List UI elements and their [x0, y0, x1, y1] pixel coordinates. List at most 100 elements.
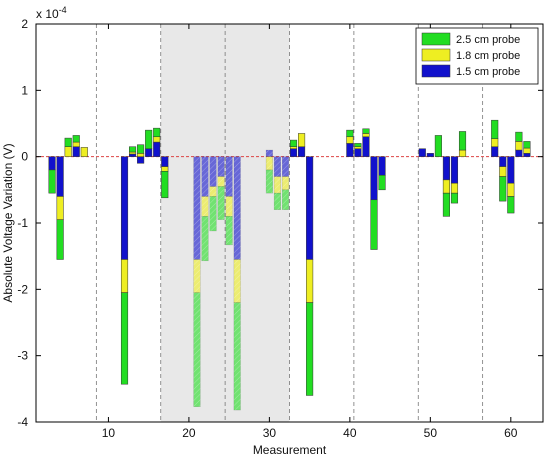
- bar-segment: [80, 147, 88, 157]
- bar-segment: [523, 147, 531, 154]
- bar-hatch: [282, 176, 289, 190]
- y-exponent-power: -4: [59, 5, 67, 15]
- bar-segment: [378, 156, 386, 176]
- bar-segment: [354, 146, 362, 149]
- bar-segment: [56, 219, 64, 260]
- bar-segment: [64, 146, 72, 157]
- x-tick-label: 10: [102, 426, 116, 440]
- bar-segment: [72, 135, 80, 143]
- bar-hatch: [209, 156, 217, 187]
- bar-segment: [289, 146, 298, 149]
- bar-hatch: [282, 189, 289, 210]
- bar-segment: [491, 146, 499, 157]
- bar-segment: [523, 141, 531, 149]
- bar-segment: [370, 199, 378, 250]
- bar-hatch: [217, 156, 225, 177]
- x-tick-label: 20: [182, 426, 196, 440]
- bar-segment: [306, 302, 314, 396]
- bar-hatch: [217, 176, 225, 187]
- bar-hatch: [266, 150, 273, 157]
- bar-segment: [418, 148, 426, 157]
- bar-segment: [450, 156, 459, 184]
- bar-segment: [442, 156, 450, 181]
- bar-segment: [499, 156, 507, 167]
- bar-segment: [137, 156, 145, 164]
- legend-swatch: [421, 48, 451, 62]
- bar-segment: [434, 135, 442, 157]
- y-tick-label: -1: [17, 216, 28, 230]
- bar-segment: [499, 176, 507, 202]
- bar-segment: [145, 148, 153, 157]
- y-tick-label: 1: [21, 83, 28, 97]
- bar-segment: [458, 149, 467, 157]
- bar-segment: [362, 128, 370, 134]
- y-exponent-base: x 10: [36, 7, 59, 21]
- bar-hatch: [217, 186, 225, 220]
- y-tick-label: 0: [21, 150, 28, 164]
- bars-layer: [48, 119, 531, 411]
- bar-segment: [64, 137, 72, 147]
- bar-segment: [298, 146, 306, 157]
- bar-segment: [515, 149, 523, 157]
- bar-hatch: [225, 216, 233, 245]
- bar-segment: [129, 146, 137, 153]
- legend-label: 1.8 cm probe: [456, 50, 520, 62]
- bar-segment: [72, 146, 80, 157]
- bar-segment: [523, 153, 531, 157]
- bar-segment: [507, 156, 515, 184]
- bar-segment: [161, 156, 169, 167]
- bar-hatch: [201, 196, 209, 217]
- bar-hatch: [225, 156, 233, 197]
- bar-segment: [48, 169, 56, 194]
- bar-segment: [354, 148, 362, 157]
- legend-label: 2.5 cm probe: [456, 34, 520, 46]
- bar-segment: [362, 136, 370, 157]
- bar-hatch: [274, 156, 281, 177]
- bar-segment: [515, 141, 523, 151]
- x-axis-label: Measurement: [253, 443, 327, 457]
- bar-segment: [507, 196, 515, 214]
- bar-hatch: [233, 259, 241, 303]
- bar-segment: [499, 166, 507, 177]
- bar-hatch: [193, 292, 201, 407]
- bar-segment: [161, 171, 169, 199]
- bar-hatch: [201, 156, 209, 197]
- y-exponent-label: x 10-4: [36, 5, 67, 21]
- bar-segment: [153, 136, 161, 143]
- divider-lines-layer: [95, 24, 484, 422]
- bar-segment: [346, 136, 354, 144]
- bar-hatch: [209, 196, 217, 231]
- bar-hatch: [209, 186, 217, 197]
- bar-segment: [137, 153, 145, 157]
- bar-segment: [378, 174, 386, 191]
- bar-segment: [362, 133, 370, 138]
- y-tick-label: -4: [17, 415, 28, 429]
- bar-segment: [306, 259, 314, 303]
- bar-segment: [442, 192, 450, 217]
- bar-segment: [458, 131, 467, 151]
- y-tick-label: 2: [21, 17, 28, 31]
- x-tick-label: 40: [343, 426, 357, 440]
- bar-hatch: [233, 302, 241, 411]
- bar-segment: [346, 143, 354, 157]
- bar-segment: [346, 129, 354, 138]
- bar-hatch: [274, 193, 281, 210]
- bar-segment: [153, 127, 161, 138]
- bar-hatch: [274, 176, 281, 194]
- bar-segment: [72, 141, 80, 147]
- bar-hatch: [225, 196, 233, 217]
- bar-segment: [298, 133, 306, 147]
- bar-segment: [289, 139, 298, 147]
- bar-segment: [370, 156, 378, 201]
- bar-segment: [507, 182, 515, 197]
- bar-segment: [161, 166, 169, 172]
- bar-segment: [450, 192, 459, 204]
- bar-segment: [306, 156, 314, 260]
- bar-segment: [515, 131, 523, 142]
- bar-hatch: [201, 216, 209, 261]
- bar-segment: [153, 141, 161, 157]
- bar-segment: [145, 129, 153, 149]
- y-tick-label: -3: [17, 349, 28, 363]
